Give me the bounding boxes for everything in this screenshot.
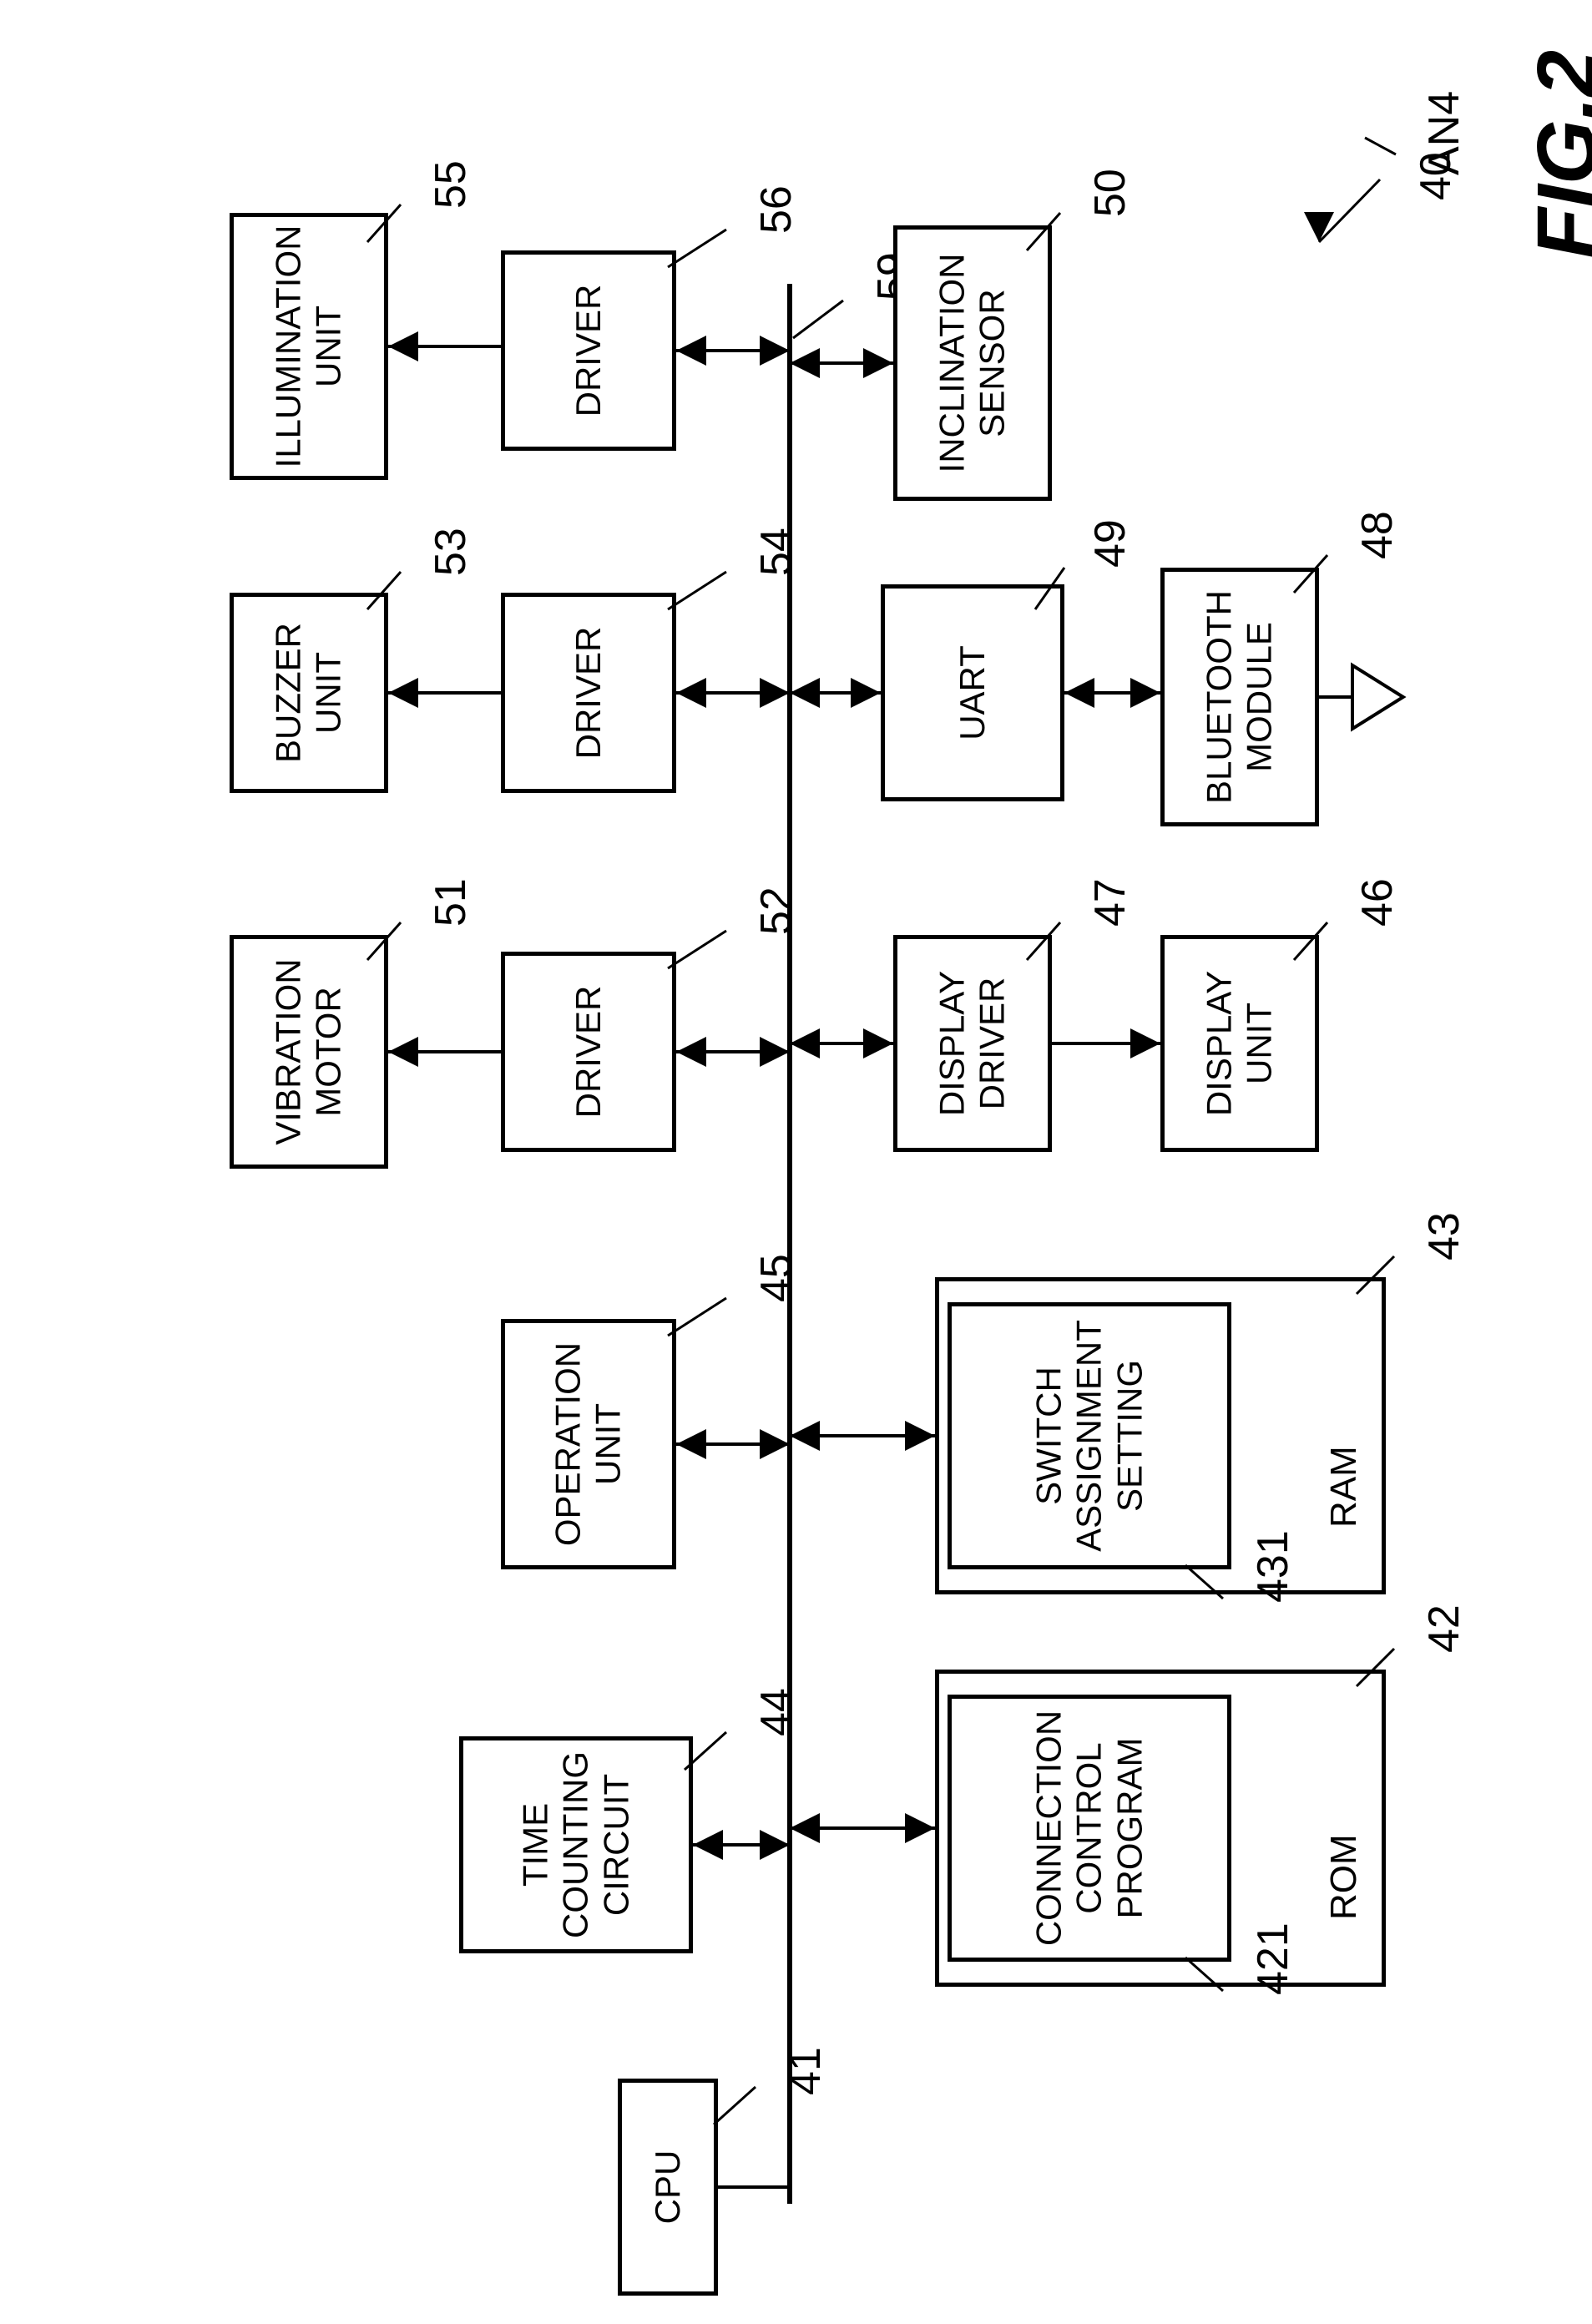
block-opunit: OPERATION UNIT [501,1319,676,1569]
ref-421: 421 [1248,1922,1298,1995]
block-buzzer-label: BUZZER UNIT [269,623,350,763]
block-drv56-label: DRIVER [569,285,609,417]
block-sas: SWITCH ASSIGNMENT SETTING [948,1302,1231,1569]
block-drv52-label: DRIVER [569,986,609,1119]
block-cpu-label: CPU [648,2150,688,2225]
block-uart-label: UART [953,645,993,740]
ref-56: 56 [751,185,801,234]
block-btmod-label: BLUETOOTH MODULE [1200,590,1281,804]
block-uart: UART [881,584,1064,801]
block-vibmot: VIBRATION MOTOR [230,935,388,1169]
block-tcc-label: TIME COUNTING CIRCUIT [516,1751,637,1938]
block-btmod: BLUETOOTH MODULE [1160,568,1319,826]
block-rom-label: ROM [1323,1834,1365,1920]
ref-43: 43 [1419,1212,1469,1261]
block-drv52: DRIVER [501,952,676,1152]
block-incsens: INCLINATION SENSOR [893,225,1052,501]
ref-51: 51 [426,878,476,927]
ref-47: 47 [1085,878,1135,927]
block-drv54-label: DRIVER [569,627,609,760]
block-illum: ILLUMINATION UNIT [230,213,388,480]
ref-41: 41 [781,2047,831,2095]
ref-44: 44 [751,1688,801,1736]
ref-48: 48 [1352,511,1402,559]
block-ccp-label: CONNECTION CONTROL PROGRAM [1029,1710,1150,1946]
block-dispdrv-label: DISPLAY DRIVER [932,971,1013,1116]
antenna-ref-label: AN4 [1419,91,1469,175]
block-dispunit: DISPLAY UNIT [1160,935,1319,1152]
block-ram-label: RAM [1323,1446,1365,1528]
block-incsens-label: INCLINATION SENSOR [932,254,1013,473]
ref-42: 42 [1419,1604,1469,1653]
block-drv54: DRIVER [501,593,676,793]
ref-45: 45 [751,1254,801,1302]
ref-49: 49 [1085,519,1135,568]
block-cpu: CPU [618,2079,718,2296]
block-tcc: TIME COUNTING CIRCUIT [459,1736,693,1953]
block-drv56: DRIVER [501,250,676,451]
ref-55: 55 [426,160,476,209]
figure-title: FIG.2 [1519,50,1592,259]
ref-54: 54 [751,528,801,576]
block-ccp: CONNECTION CONTROL PROGRAM [948,1695,1231,1962]
ref-431: 431 [1248,1530,1298,1603]
block-dispunit-label: DISPLAY UNIT [1200,971,1281,1116]
block-dispdrv: DISPLAY DRIVER [893,935,1052,1152]
ref-52: 52 [751,887,801,935]
block-buzzer: BUZZER UNIT [230,593,388,793]
ref-50: 50 [1085,169,1135,217]
ref-53: 53 [426,528,476,576]
block-vibmot-label: VIBRATION MOTOR [269,958,350,1144]
ref-46: 46 [1352,878,1402,927]
block-opunit-label: OPERATION UNIT [548,1342,629,1546]
block-illum-label: ILLUMINATION UNIT [269,225,350,468]
block-sas-label: SWITCH ASSIGNMENT SETTING [1029,1320,1150,1552]
